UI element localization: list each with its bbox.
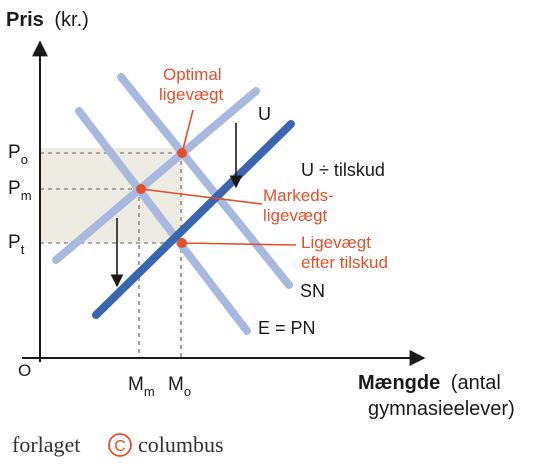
x-axis-title-line2: gymnasieelever) (368, 398, 515, 420)
brand-left: forlaget (12, 432, 80, 457)
brand-copyright-circle (108, 433, 132, 457)
label-pm: Pm (8, 178, 32, 203)
curve-label-e-pn: E = PN (258, 318, 316, 338)
label-pt: Pt (8, 232, 25, 257)
x-axis-title: Mængde (antal (358, 372, 501, 394)
label-po: Po (8, 142, 28, 167)
curve-sn (117, 73, 293, 289)
origin-label: O (18, 361, 31, 380)
annotation-market: Markeds- (263, 186, 334, 205)
annotation-after-subsidy: Ligevægt (301, 233, 371, 252)
price-band (40, 148, 183, 243)
point-optimal (177, 148, 187, 158)
y-axis-title: Pris (kr.) (6, 9, 89, 31)
point-after-subsidy (177, 238, 187, 248)
curve-label-sn: SN (300, 281, 325, 301)
point-market (136, 184, 146, 194)
curve-u (52, 87, 260, 264)
brand-copyright-letter: C (114, 438, 126, 455)
annotation-market-line2: ligevægt (263, 206, 328, 225)
curve-u-subsidy (92, 120, 295, 319)
annotation-optimal-line2: ligevægt (159, 85, 224, 104)
pointer-after-subsidy (181, 242, 297, 246)
curve-e-pn (75, 107, 251, 335)
annotation-after-subsidy-line2: efter tilskud (301, 253, 388, 272)
pointer-market (140, 188, 263, 205)
label-mm: Mm (128, 374, 155, 399)
brand-right: columbus (138, 432, 224, 457)
curve-label-u-subsidy: U ÷ tilskud (301, 160, 385, 180)
pointer-optimal (181, 109, 194, 154)
label-mo: Mo (168, 374, 191, 399)
annotation-optimal: Optimal (163, 65, 222, 84)
curve-label-u: U (258, 104, 271, 124)
